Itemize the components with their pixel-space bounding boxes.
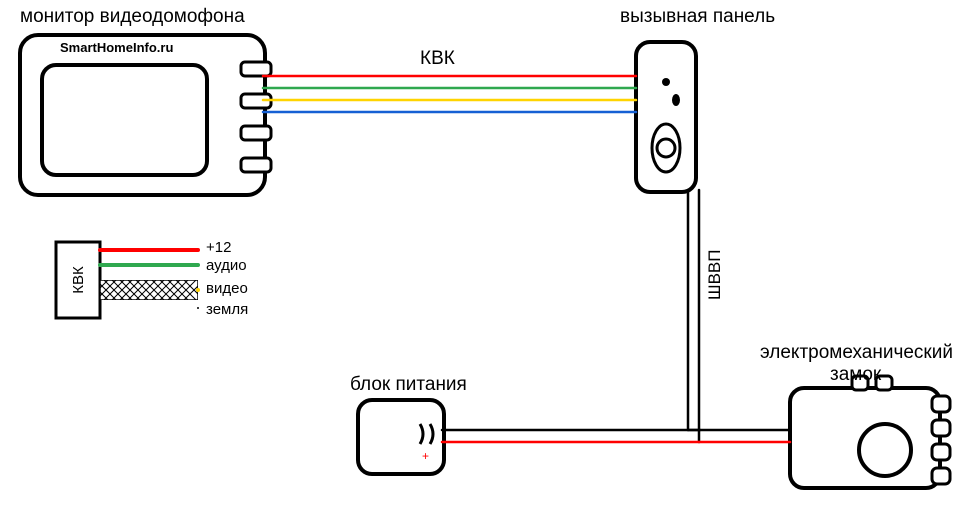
psu-device: +: [358, 400, 444, 474]
monitor-label: монитор видеодомофона: [20, 6, 245, 27]
lock-label-1: электромеханический: [760, 342, 953, 363]
legend-gnd: земля: [206, 301, 248, 318]
shvvp-cable-label: ШВВП: [705, 250, 724, 300]
legend-box-label: КВК: [70, 266, 87, 294]
wires-monitor-to-panel: [263, 76, 636, 112]
svg-text:+: +: [422, 449, 429, 463]
wires-from-psu: [442, 430, 700, 442]
wiring-diagram: монитор видеодомофона SmartHomeInfo.ru в…: [0, 0, 960, 510]
legend-audio: аудио: [206, 257, 247, 274]
psu-label: блок питания: [350, 374, 467, 395]
lock-label-2: замок: [830, 364, 882, 385]
legend-12: +12: [206, 239, 231, 256]
wires-panel-down: [688, 190, 699, 442]
monitor-device: [20, 35, 271, 195]
kvk-cable-label: КВК: [420, 48, 455, 69]
wires-to-lock: [688, 430, 790, 442]
lock-device: [790, 376, 950, 488]
brand-watermark: SmartHomeInfo.ru: [60, 40, 173, 55]
legend-video: видео: [206, 280, 248, 297]
call-panel-device: [636, 42, 696, 192]
call-panel-label: вызывная панель: [620, 6, 775, 27]
